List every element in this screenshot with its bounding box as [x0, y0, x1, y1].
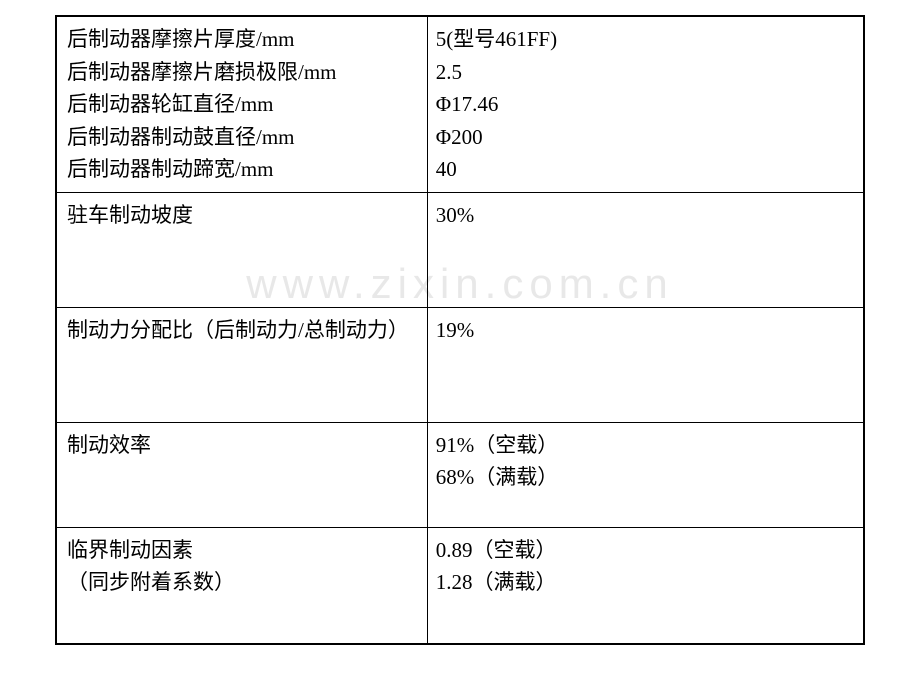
label-text: 制动效率 [67, 429, 417, 462]
cell-value: 5(型号461FF) 2.5 Φ17.46 Φ200 40 [428, 17, 863, 192]
label-text: 后制动器轮缸直径/mm [67, 88, 417, 121]
cell-label: 制动力分配比（后制动力/总制动力） [57, 308, 428, 422]
cell-label: 临界制动因素 （同步附着系数） [57, 528, 428, 643]
value-text: 5(型号461FF) [436, 23, 855, 56]
table-row: 临界制动因素 （同步附着系数） 0.89（空载） 1.28（满载） [57, 528, 863, 643]
cell-value: 19% [428, 308, 863, 422]
value-text: 40 [436, 153, 855, 186]
value-text: 2.5 [436, 56, 855, 89]
label-text: 临界制动因素 [67, 534, 417, 567]
label-text: 后制动器制动鼓直径/mm [67, 121, 417, 154]
value-text: 1.28（满载） [436, 566, 855, 599]
cell-value: 30% [428, 193, 863, 307]
value-text: 30% [436, 199, 855, 232]
value-text: 68%（满载） [436, 461, 855, 494]
spec-table: 后制动器摩擦片厚度/mm 后制动器摩擦片磨损极限/mm 后制动器轮缸直径/mm … [55, 15, 865, 645]
value-text: 91%（空载） [436, 429, 855, 462]
cell-label: 制动效率 [57, 423, 428, 527]
table-row: 驻车制动坡度 30% [57, 193, 863, 308]
cell-value: 0.89（空载） 1.28（满载） [428, 528, 863, 643]
table-row: 制动效率 91%（空载） 68%（满载） [57, 423, 863, 528]
value-text: Φ17.46 [436, 88, 855, 121]
cell-label: 驻车制动坡度 [57, 193, 428, 307]
table-row: 后制动器摩擦片厚度/mm 后制动器摩擦片磨损极限/mm 后制动器轮缸直径/mm … [57, 17, 863, 193]
value-text: 0.89（空载） [436, 534, 855, 567]
label-text: （同步附着系数） [67, 566, 417, 599]
label-text: 后制动器制动蹄宽/mm [67, 153, 417, 186]
label-text: 后制动器摩擦片厚度/mm [67, 23, 417, 56]
cell-value: 91%（空载） 68%（满载） [428, 423, 863, 527]
table-row: 制动力分配比（后制动力/总制动力） 19% [57, 308, 863, 423]
label-text: 后制动器摩擦片磨损极限/mm [67, 56, 417, 89]
label-text: 驻车制动坡度 [67, 199, 417, 232]
value-text: 19% [436, 314, 855, 347]
label-text: 制动力分配比（后制动力/总制动力） [67, 314, 417, 347]
value-text: Φ200 [436, 121, 855, 154]
cell-label: 后制动器摩擦片厚度/mm 后制动器摩擦片磨损极限/mm 后制动器轮缸直径/mm … [57, 17, 428, 192]
